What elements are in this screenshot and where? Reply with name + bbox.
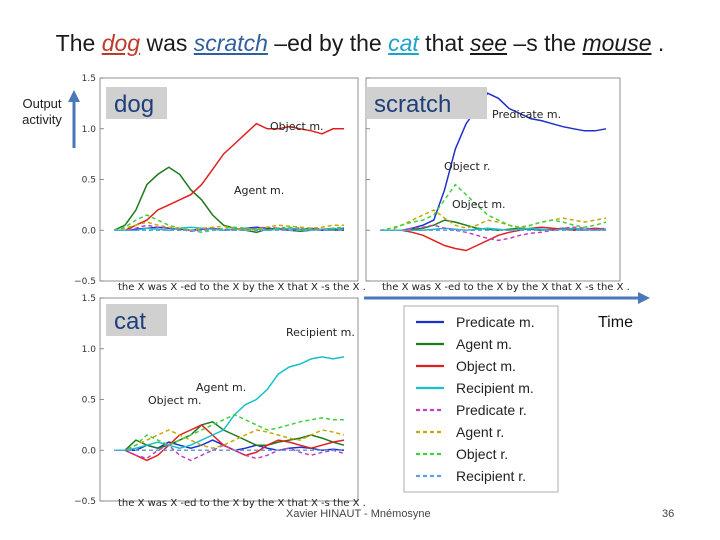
y-tick-label: 0.0 [82, 446, 97, 456]
panel-tag: dog [106, 87, 167, 119]
y-tick-label: 1.5 [82, 294, 96, 304]
panel-tag-bg [106, 87, 167, 119]
y-tick-label: 1.5 [82, 74, 96, 84]
title-keyword-scratch: scratch [193, 30, 268, 56]
y-tick-label: 0.0 [82, 226, 97, 236]
legend-label: Recipient m. [456, 380, 534, 396]
series-line-recipient-m [114, 356, 345, 452]
title-word: that [418, 30, 470, 56]
y-tick-label: 0.5 [82, 396, 96, 406]
series-annotation: Agent m. [234, 184, 284, 197]
series-annotation: Recipient m. [286, 326, 355, 339]
legend-label: Predicate r. [456, 402, 527, 418]
x-axis-label: the X was X -ed to the X by the X that X… [118, 498, 366, 509]
series-line-object-r [114, 413, 344, 452]
series-annotation: Object m. [452, 198, 506, 211]
output-activity-label: Output activity [22, 96, 62, 127]
series-annotation: Object m. [270, 120, 324, 133]
series-annotation: Object r. [444, 160, 490, 173]
footer-author: Xavier HINAUT - Mnémosyne [286, 508, 431, 520]
legend-item: Recipient r. [416, 468, 526, 484]
x-axis-label: the X was X -ed to the X by the X that X… [382, 282, 630, 293]
series-line-agent-m [114, 420, 345, 452]
legend-item: Predicate m. [416, 314, 535, 330]
title-word: . [651, 30, 665, 56]
title-keyword-cat: cat [388, 30, 419, 56]
legend-label: Recipient r. [456, 468, 526, 484]
series-line-object-m [114, 122, 344, 232]
series-annotation: Object m. [148, 394, 202, 407]
title-word: –s the [507, 30, 583, 56]
legend-label: Object m. [456, 358, 516, 374]
series-line-predicate-r [380, 224, 607, 242]
series-line-agent-r [114, 429, 345, 452]
series-annotation: Predicate m. [492, 108, 561, 121]
series-line-object-r [379, 183, 607, 232]
panel-tag-bg [106, 304, 167, 336]
chart-panel-dog: 1.5 1.0 0.5 0.0 −0.5 the X was X -ed to the X… [74, 74, 366, 293]
title-word: The [55, 30, 102, 56]
title-keyword-mouse: mouse [582, 30, 652, 56]
y-tick-label: −0.5 [74, 277, 96, 287]
chart-panel-scratch: the X was X -ed to the X by the X that X… [365, 77, 630, 293]
legend-item: Object m. [416, 358, 516, 374]
panel-tag: cat [106, 304, 167, 336]
series-line-predicate-r [114, 444, 345, 462]
y-tick-label: 1.0 [82, 125, 97, 135]
arrow-head-right-icon [638, 292, 650, 304]
series-line-object-m [380, 226, 607, 252]
chart-panel-cat: 1.5 1.0 0.5 0.0 −0.5 the X was X -ed to the X… [74, 294, 366, 509]
panel-tag-label: dog [114, 91, 154, 118]
chart-legend: Predicate m. Agent m. Object m. Recipient m… [403, 305, 559, 493]
legend-label: Object r. [456, 446, 508, 462]
legend-item: Object r. [416, 446, 508, 462]
legend-item: Agent m. [416, 336, 512, 352]
legend-label: Agent r. [456, 424, 504, 440]
title-word: was [140, 30, 194, 56]
slide-title: The dog was scratch –ed by the cat that … [0, 30, 720, 57]
y-tick-label: 0.5 [82, 176, 96, 186]
arrow-head-up-icon [68, 90, 80, 102]
series-annotation: Agent m. [196, 381, 246, 394]
series-line-object-r [113, 214, 345, 234]
panel-tag-label: scratch [374, 91, 451, 118]
legend-label: Agent m. [456, 336, 512, 352]
series-line-predicate-m [380, 92, 607, 232]
y-tick-label: 1.0 [82, 345, 97, 355]
legend-box [403, 305, 559, 493]
panel-tag-bg [366, 87, 487, 119]
legend-label: Predicate m. [456, 314, 535, 330]
title-word: –ed by the [267, 30, 389, 56]
legend-item: Predicate r. [416, 402, 527, 418]
panel-tag: scratch [366, 87, 487, 119]
x-axis-label: the X was X -ed to the X by the X that X… [118, 282, 366, 293]
title-keyword-dog: dog [101, 30, 141, 56]
legend-item: Recipient m. [416, 380, 534, 396]
legend-item: Agent r. [416, 424, 504, 440]
time-label: Time [598, 314, 633, 331]
panel-tag-label: cat [114, 308, 146, 335]
y-tick-label: −0.5 [74, 497, 96, 507]
title-keyword-see: see [469, 30, 508, 56]
page-number: 36 [662, 508, 675, 520]
